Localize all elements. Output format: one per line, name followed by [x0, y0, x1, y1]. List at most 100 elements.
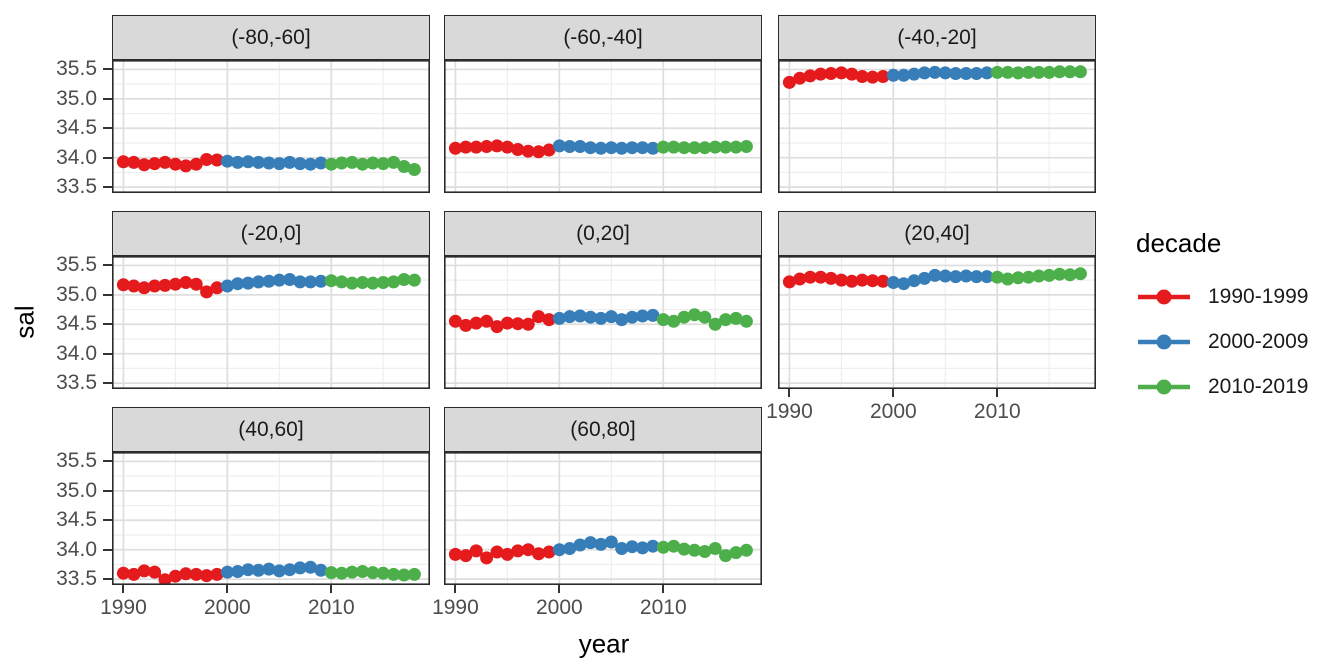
y-tick-mark — [103, 68, 112, 71]
data-point-2010-2019 — [345, 155, 359, 169]
data-point-2000-2009 — [314, 563, 328, 577]
x-tick-mark — [996, 389, 999, 397]
data-point-1990-1999 — [814, 67, 828, 81]
data-point-1990-1999 — [500, 547, 514, 561]
data-point-1990-1999 — [168, 569, 182, 583]
data-point-2010-2019 — [335, 156, 349, 170]
y-tick-mark — [103, 548, 112, 551]
data-point-2010-2019 — [688, 141, 701, 155]
facet-panel — [444, 256, 762, 389]
data-point-1990-1999 — [542, 143, 556, 157]
y-tick-mark — [103, 127, 112, 130]
data-point-1990-1999 — [824, 271, 838, 285]
data-point-1990-1999 — [200, 153, 214, 166]
data-point-2010-2019 — [990, 65, 1004, 79]
y-tick-mark — [103, 578, 112, 581]
data-point-2000-2009 — [604, 310, 618, 324]
facet-panel — [778, 256, 1096, 389]
data-point-2010-2019 — [407, 273, 421, 287]
data-point-2010-2019 — [719, 140, 733, 154]
legend-key-point — [1156, 379, 1172, 395]
y-tick-mark — [103, 489, 112, 492]
y-tick-label: 34.0 — [56, 537, 97, 561]
data-point-2000-2009 — [625, 141, 639, 155]
y-tick-label: 33.5 — [56, 567, 97, 591]
data-point-2000-2009 — [272, 273, 286, 287]
data-point-2000-2009 — [938, 269, 952, 283]
data-point-1990-1999 — [127, 155, 141, 169]
y-tick-label: 35.5 — [56, 57, 97, 81]
data-point-2010-2019 — [345, 565, 359, 579]
y-tick-mark — [103, 323, 112, 326]
data-point-1990-1999 — [200, 569, 214, 583]
data-point-2010-2019 — [688, 308, 701, 322]
data-point-1990-1999 — [490, 320, 504, 334]
data-point-2010-2019 — [387, 275, 401, 289]
data-point-2000-2009 — [272, 564, 286, 578]
data-point-2010-2019 — [708, 542, 722, 555]
data-point-2000-2009 — [252, 155, 265, 169]
data-point-2010-2019 — [677, 310, 691, 324]
data-point-2000-2009 — [304, 560, 317, 574]
data-point-1990-1999 — [158, 573, 172, 585]
data-point-2000-2009 — [886, 276, 900, 289]
data-point-2000-2009 — [231, 565, 245, 578]
data-point-1990-1999 — [168, 277, 182, 291]
x-tick-mark — [330, 585, 333, 593]
data-point-1990-1999 — [210, 153, 224, 167]
data-point-2010-2019 — [729, 546, 743, 560]
data-point-2010-2019 — [376, 566, 390, 580]
data-point-2010-2019 — [739, 543, 753, 557]
data-point-2010-2019 — [407, 163, 421, 176]
panel-border — [444, 60, 762, 193]
data-point-1990-1999 — [179, 276, 193, 289]
data-point-1990-1999 — [210, 281, 224, 295]
data-point-1990-1999 — [469, 544, 483, 558]
y-tick-label: 35.0 — [56, 478, 97, 502]
data-point-2000-2009 — [314, 156, 328, 170]
data-point-1990-1999 — [189, 277, 203, 291]
facet-panel — [444, 452, 762, 585]
y-tick-label: 35.5 — [56, 449, 97, 473]
facet-label: (-60,-40] — [563, 25, 643, 49]
facet-panel — [444, 60, 762, 193]
facet-label: (0,20] — [576, 221, 630, 245]
data-point-2010-2019 — [1022, 65, 1035, 79]
data-point-1990-1999 — [490, 139, 504, 153]
data-point-2000-2009 — [615, 141, 629, 155]
data-point-1990-1999 — [511, 317, 525, 331]
data-point-2010-2019 — [719, 313, 733, 327]
y-tick-label: 34.5 — [56, 508, 97, 532]
data-point-2010-2019 — [397, 160, 411, 173]
data-point-2010-2019 — [1032, 269, 1046, 283]
facet-strip: (40,60] — [112, 407, 430, 452]
data-point-2000-2009 — [594, 537, 608, 551]
data-point-1990-1999 — [490, 545, 504, 559]
x-tick-mark — [122, 585, 125, 593]
data-point-1990-1999 — [542, 545, 556, 559]
data-point-2010-2019 — [688, 543, 701, 557]
data-point-2000-2009 — [615, 542, 629, 555]
data-point-2000-2009 — [252, 563, 265, 577]
data-point-2010-2019 — [1073, 65, 1087, 79]
data-point-2010-2019 — [366, 156, 380, 170]
data-point-1990-1999 — [511, 143, 525, 156]
data-point-1990-1999 — [168, 157, 182, 171]
y-tick-label: 34.0 — [56, 145, 97, 169]
data-point-2010-2019 — [1063, 268, 1077, 282]
data-point-2000-2009 — [262, 562, 276, 576]
data-point-2000-2009 — [241, 276, 255, 290]
data-point-1990-1999 — [845, 274, 859, 288]
data-point-1990-1999 — [448, 141, 462, 155]
data-point-2010-2019 — [1011, 66, 1025, 80]
data-point-2000-2009 — [231, 155, 245, 169]
data-point-1990-1999 — [448, 547, 462, 561]
legend-item: 2000-2009 — [1136, 328, 1308, 356]
x-tick-label: 1990 — [100, 596, 147, 619]
data-point-1990-1999 — [824, 67, 838, 80]
data-point-2000-2009 — [304, 275, 317, 289]
data-point-1990-1999 — [127, 567, 141, 581]
facet-panel — [778, 60, 1096, 193]
y-tick-label: 34.5 — [56, 312, 97, 336]
data-point-2000-2009 — [552, 543, 566, 557]
